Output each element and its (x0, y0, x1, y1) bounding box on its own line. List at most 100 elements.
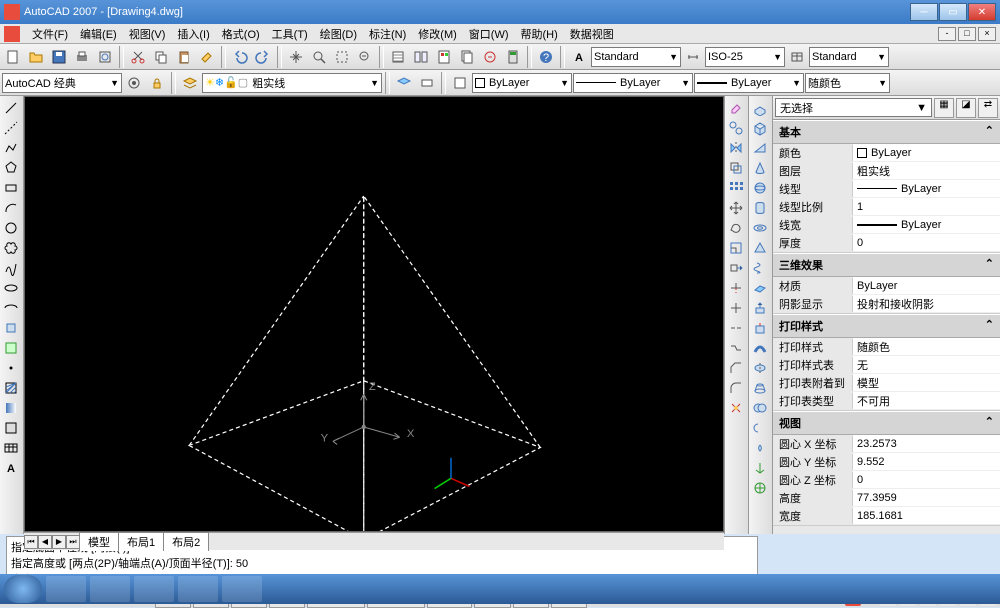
paste-button[interactable] (173, 46, 195, 68)
workspace-lock-button[interactable] (146, 72, 168, 94)
sphere-tool[interactable] (749, 178, 771, 198)
section-hdr-effect3d[interactable]: 三维效果⌃ (773, 253, 1000, 277)
gradient-tool[interactable] (0, 398, 22, 418)
taskbar-item-5[interactable] (222, 576, 262, 602)
color-icon[interactable] (449, 72, 471, 94)
menu-1[interactable]: 编辑(E) (74, 24, 123, 44)
prop-value[interactable]: ByLayer (853, 216, 1000, 234)
extend-tool[interactable] (725, 298, 747, 318)
cone-tool[interactable] (749, 158, 771, 178)
spline-tool[interactable] (0, 258, 22, 278)
ellipse-arc-tool[interactable] (0, 298, 22, 318)
zoom-window-button[interactable] (331, 46, 353, 68)
erase-tool[interactable] (725, 98, 747, 118)
drawing-canvas[interactable]: X Y Z (24, 96, 724, 532)
color-combo[interactable]: ByLayer▼ (472, 73, 572, 93)
prop-value[interactable]: 投射和接收阴影 (853, 295, 1000, 313)
box-tool[interactable] (749, 118, 771, 138)
designcenter-button[interactable] (410, 46, 432, 68)
mdi-restore[interactable]: □ (958, 27, 976, 41)
insert-tool[interactable] (0, 318, 22, 338)
prop-value[interactable]: 23.2573 (853, 435, 1000, 453)
taskbar-item-4[interactable] (178, 576, 218, 602)
prop-value[interactable]: ByLayer (853, 144, 1000, 162)
polygon-tool[interactable] (0, 158, 22, 178)
plot-preview-button[interactable] (94, 46, 116, 68)
start-button[interactable] (4, 575, 42, 603)
wedge-tool[interactable] (749, 138, 771, 158)
menu-10[interactable]: 帮助(H) (515, 24, 564, 44)
prop-value[interactable]: 9.552 (853, 453, 1000, 471)
taskbar-item-3[interactable] (134, 576, 174, 602)
tab-first[interactable]: ⏮ (24, 535, 38, 549)
mdi-close[interactable]: × (978, 27, 996, 41)
circle-tool[interactable] (0, 218, 22, 238)
pline-tool[interactable] (0, 138, 22, 158)
taskbar-item-2[interactable] (90, 576, 130, 602)
new-button[interactable] (2, 46, 24, 68)
tab-prev[interactable]: ◀ (38, 535, 52, 549)
break-tool[interactable] (725, 318, 747, 338)
layer-combo[interactable]: ☀❄🔓▢ 粗实线▼ (202, 73, 382, 93)
prop-value[interactable]: ByLayer (853, 277, 1000, 295)
tab-next[interactable]: ▶ (52, 535, 66, 549)
mtext-tool[interactable]: A (0, 458, 22, 478)
selection-combo[interactable]: 无选择▼ (775, 98, 932, 117)
lineweight-combo[interactable]: ByLayer▼ (694, 73, 804, 93)
prop-value[interactable]: 0 (853, 471, 1000, 489)
xline-tool[interactable] (0, 118, 22, 138)
plotstyle-combo[interactable]: 随颜色▼ (805, 73, 890, 93)
quickselect-button[interactable]: ▦ (934, 98, 954, 118)
tab-布局1[interactable]: 布局1 (118, 532, 164, 551)
zoom-button[interactable] (308, 46, 330, 68)
zoom-prev-button[interactable] (354, 46, 376, 68)
prop-value[interactable]: 77.3959 (853, 489, 1000, 507)
mdi-minimize[interactable]: - (938, 27, 956, 41)
calc-button[interactable] (502, 46, 524, 68)
prop-value[interactable]: 0 (853, 234, 1000, 252)
menu-7[interactable]: 标注(N) (363, 24, 412, 44)
fillet-tool[interactable] (725, 378, 747, 398)
rotate-tool[interactable] (725, 218, 747, 238)
prop-value[interactable]: ByLayer (853, 180, 1000, 198)
menu-2[interactable]: 视图(V) (123, 24, 172, 44)
stretch-tool[interactable] (725, 258, 747, 278)
section-hdr-plotstyle[interactable]: 打印样式⌃ (773, 314, 1000, 338)
move-tool[interactable] (725, 198, 747, 218)
cylinder-tool[interactable] (749, 198, 771, 218)
open-button[interactable] (25, 46, 47, 68)
pan-button[interactable] (285, 46, 307, 68)
help-button[interactable]: ? (535, 46, 557, 68)
tab-模型[interactable]: 模型 (79, 532, 119, 551)
properties-button[interactable] (387, 46, 409, 68)
menu-8[interactable]: 修改(M) (412, 24, 463, 44)
explode-tool[interactable] (725, 398, 747, 418)
3dmove-tool[interactable] (749, 458, 771, 478)
helix-tool[interactable] (749, 258, 771, 278)
linetype-combo[interactable]: ByLayer▼ (573, 73, 693, 93)
undo-button[interactable] (229, 46, 251, 68)
toggle-button[interactable]: ⇄ (978, 98, 998, 118)
textstyle-icon[interactable]: A (568, 46, 590, 68)
revcloud-tool[interactable] (0, 238, 22, 258)
menu-9[interactable]: 窗口(W) (463, 24, 515, 44)
match-button[interactable] (196, 46, 218, 68)
copy-tool[interactable] (725, 118, 747, 138)
markup-button[interactable] (479, 46, 501, 68)
section-hdr-view[interactable]: 视图⌃ (773, 411, 1000, 435)
extrude-tool[interactable] (749, 298, 771, 318)
subtract-tool[interactable] (749, 418, 771, 438)
scale-tool[interactable] (725, 238, 747, 258)
prop-value[interactable]: 185.1681 (853, 507, 1000, 525)
menu-11[interactable]: 数据视图 (564, 24, 620, 44)
selectobj-button[interactable]: ◪ (956, 98, 976, 118)
layer-manager-button[interactable] (179, 72, 201, 94)
print-button[interactable] (71, 46, 93, 68)
revolve-tool[interactable] (749, 358, 771, 378)
taskbar-item-1[interactable] (46, 576, 86, 602)
union-tool[interactable] (749, 398, 771, 418)
prop-value[interactable]: 不可用 (853, 392, 1000, 410)
region-tool[interactable] (0, 418, 22, 438)
layer-prev-button[interactable] (393, 72, 415, 94)
line-tool[interactable] (0, 98, 22, 118)
